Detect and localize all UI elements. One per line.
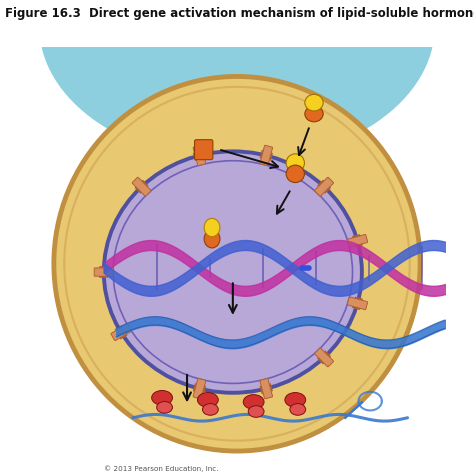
FancyBboxPatch shape [260, 145, 273, 166]
Ellipse shape [104, 151, 362, 393]
Ellipse shape [152, 391, 173, 405]
FancyBboxPatch shape [193, 145, 206, 166]
FancyBboxPatch shape [94, 268, 113, 276]
Text: © 2013 Pearson Education, Inc.: © 2013 Pearson Education, Inc. [104, 465, 219, 472]
Ellipse shape [286, 165, 304, 183]
FancyBboxPatch shape [194, 140, 213, 160]
Ellipse shape [39, 0, 435, 162]
FancyBboxPatch shape [193, 378, 206, 399]
Text: Figure 16.3  Direct gene activation mechanism of lipid-soluble hormones.: Figure 16.3 Direct gene activation mecha… [5, 7, 474, 20]
Ellipse shape [290, 403, 306, 415]
Ellipse shape [202, 403, 218, 415]
FancyBboxPatch shape [111, 324, 131, 341]
FancyBboxPatch shape [347, 297, 368, 310]
Ellipse shape [157, 402, 173, 413]
Ellipse shape [243, 394, 264, 409]
Ellipse shape [286, 154, 304, 172]
FancyBboxPatch shape [315, 348, 334, 367]
Ellipse shape [305, 106, 323, 122]
Ellipse shape [54, 77, 420, 451]
Ellipse shape [198, 393, 218, 407]
FancyBboxPatch shape [315, 177, 334, 196]
Ellipse shape [285, 393, 306, 407]
FancyBboxPatch shape [132, 177, 151, 196]
Ellipse shape [204, 219, 220, 236]
Ellipse shape [305, 94, 323, 111]
Ellipse shape [204, 229, 220, 248]
FancyBboxPatch shape [260, 378, 273, 399]
Ellipse shape [248, 406, 264, 417]
FancyBboxPatch shape [347, 235, 368, 247]
